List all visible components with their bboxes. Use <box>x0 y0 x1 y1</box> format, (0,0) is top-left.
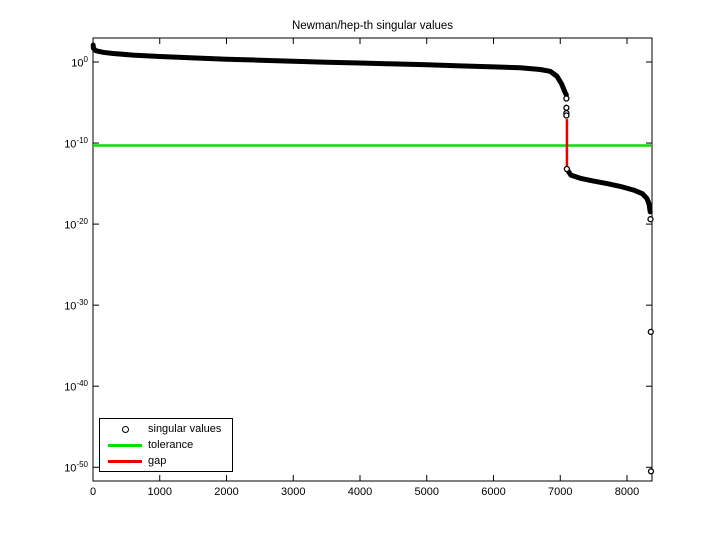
legend-entry-singular-values: singular values <box>100 421 232 437</box>
singular-values-curve <box>90 42 569 98</box>
chart-title: Newman/hep-th singular values <box>291 20 454 32</box>
y-tick-label: 10-30 <box>64 298 88 313</box>
y-tick-label: 10-10 <box>64 136 88 151</box>
gap-line-icon <box>108 459 142 463</box>
plot-area <box>92 37 653 482</box>
singular-value-point <box>647 216 654 223</box>
legend-label-gap: gap <box>148 455 167 467</box>
legend: singular values tolerance gap <box>99 418 233 472</box>
singular-value-point <box>563 95 570 102</box>
singular-value-point <box>563 104 570 111</box>
singular-value-point <box>647 468 655 475</box>
x-tick-label: 7000 <box>548 486 573 498</box>
legend-label-singular-values: singular values <box>148 423 222 435</box>
singular-value-point <box>563 165 571 173</box>
x-tick-label: 6000 <box>481 486 506 498</box>
singular-value-point <box>647 328 654 336</box>
x-tick-label: 5000 <box>414 486 439 498</box>
x-tick-label: 2000 <box>214 486 239 498</box>
singular-values-curve <box>564 166 653 215</box>
y-tick-label: 10-20 <box>64 217 88 232</box>
legend-label-tolerance: tolerance <box>148 439 194 451</box>
x-tick-label: 4000 <box>347 486 373 498</box>
x-tick-label: 8000 <box>614 486 640 498</box>
x-tick-label: 1000 <box>147 486 172 498</box>
y-tick-label: 100 <box>71 55 88 70</box>
y-tick-label: 10-50 <box>64 460 88 475</box>
singular-value-point <box>563 112 570 119</box>
x-tick-label: 3000 <box>281 486 306 498</box>
y-tick-label: 10-40 <box>64 379 88 394</box>
circle-marker-icon <box>108 425 142 433</box>
tolerance-line-icon <box>108 443 142 447</box>
legend-entry-gap: gap <box>100 453 232 469</box>
legend-entry-tolerance: tolerance <box>100 437 232 453</box>
x-tick-label: 0 <box>89 486 97 498</box>
